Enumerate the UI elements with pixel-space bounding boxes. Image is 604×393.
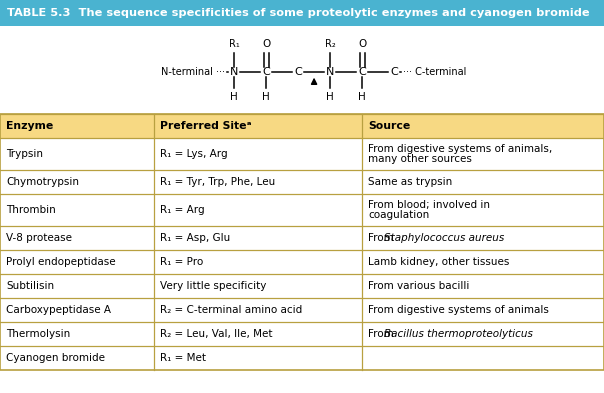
Bar: [0, 250, 154, 274]
Text: From: From: [368, 233, 397, 243]
Bar: [0, 298, 154, 322]
Bar: [0, 0, 604, 26]
Bar: [0, 114, 604, 370]
Text: coagulation: coagulation: [368, 210, 429, 220]
Bar: [154, 322, 362, 346]
Text: C: C: [294, 67, 302, 77]
Text: C: C: [390, 67, 398, 77]
Text: R₂ = Leu, Val, Ile, Met: R₂ = Leu, Val, Ile, Met: [160, 329, 272, 339]
Bar: [362, 138, 604, 170]
Bar: [362, 298, 604, 322]
Text: Subtilisin: Subtilisin: [6, 281, 54, 291]
Bar: [154, 298, 362, 322]
Bar: [0, 226, 154, 250]
Text: Staphylococcus aureus: Staphylococcus aureus: [385, 233, 505, 243]
Text: H: H: [326, 92, 334, 102]
Bar: [362, 322, 604, 346]
Text: N: N: [326, 67, 334, 77]
Bar: [154, 114, 362, 138]
Text: From blood; involved in: From blood; involved in: [368, 200, 490, 210]
Bar: [154, 194, 362, 226]
Text: O: O: [262, 39, 270, 49]
Text: N: N: [230, 67, 238, 77]
Bar: [154, 250, 362, 274]
Text: TABLE 5.3  The sequence specificities of some proteolytic enzymes and cyanogen b: TABLE 5.3 The sequence specificities of …: [7, 8, 590, 18]
Bar: [362, 194, 604, 226]
Bar: [0, 274, 154, 298]
Text: Same as trypsin: Same as trypsin: [368, 177, 452, 187]
Text: Thrombin: Thrombin: [6, 205, 56, 215]
Bar: [154, 170, 362, 194]
Text: H: H: [262, 92, 270, 102]
Text: Very little specificity: Very little specificity: [160, 281, 266, 291]
Text: Enzyme: Enzyme: [6, 121, 53, 131]
Text: R₁ = Tyr, Trp, Phe, Leu: R₁ = Tyr, Trp, Phe, Leu: [160, 177, 275, 187]
Text: V-8 protease: V-8 protease: [6, 233, 72, 243]
Bar: [154, 226, 362, 250]
Text: ··· C-terminal: ··· C-terminal: [403, 67, 466, 77]
Text: R₁: R₁: [229, 39, 239, 49]
Text: R₁ = Asp, Glu: R₁ = Asp, Glu: [160, 233, 230, 243]
Bar: [362, 274, 604, 298]
Text: Trypsin: Trypsin: [6, 149, 43, 159]
Text: Bacillus thermoproteolyticus: Bacillus thermoproteolyticus: [385, 329, 533, 339]
Bar: [154, 138, 362, 170]
Text: Lamb kidney, other tissues: Lamb kidney, other tissues: [368, 257, 509, 267]
Bar: [362, 114, 604, 138]
Text: Chymotrypsin: Chymotrypsin: [6, 177, 79, 187]
Text: C: C: [358, 67, 366, 77]
Text: Carboxypeptidase A: Carboxypeptidase A: [6, 305, 111, 315]
Text: From digestive systems of animals,: From digestive systems of animals,: [368, 144, 552, 154]
Text: R₁ = Arg: R₁ = Arg: [160, 205, 205, 215]
Text: many other sources: many other sources: [368, 154, 472, 164]
Text: From: From: [368, 329, 397, 339]
Bar: [0, 114, 154, 138]
Text: R₁ = Pro: R₁ = Pro: [160, 257, 204, 267]
Text: O: O: [358, 39, 366, 49]
Bar: [0, 138, 154, 170]
Text: R₂ = C-terminal amino acid: R₂ = C-terminal amino acid: [160, 305, 302, 315]
Text: Source: Source: [368, 121, 410, 131]
Text: H: H: [358, 92, 366, 102]
Bar: [154, 274, 362, 298]
Bar: [0, 194, 154, 226]
Text: Thermolysin: Thermolysin: [6, 329, 70, 339]
Bar: [0, 346, 154, 370]
Bar: [154, 346, 362, 370]
Bar: [362, 250, 604, 274]
Text: From various bacilli: From various bacilli: [368, 281, 469, 291]
Bar: [362, 226, 604, 250]
Text: R₂: R₂: [325, 39, 335, 49]
Text: R₁ = Met: R₁ = Met: [160, 353, 206, 363]
Text: Cyanogen bromide: Cyanogen bromide: [6, 353, 105, 363]
Text: Preferred Siteᵃ: Preferred Siteᵃ: [160, 121, 251, 131]
Text: R₁ = Lys, Arg: R₁ = Lys, Arg: [160, 149, 228, 159]
Text: Prolyl endopeptidase: Prolyl endopeptidase: [6, 257, 115, 267]
Text: H: H: [230, 92, 238, 102]
Text: N-terminal ···: N-terminal ···: [161, 67, 225, 77]
Bar: [0, 170, 154, 194]
Bar: [0, 322, 154, 346]
Bar: [362, 170, 604, 194]
Text: C: C: [262, 67, 270, 77]
Bar: [362, 346, 604, 370]
Text: From digestive systems of animals: From digestive systems of animals: [368, 305, 549, 315]
